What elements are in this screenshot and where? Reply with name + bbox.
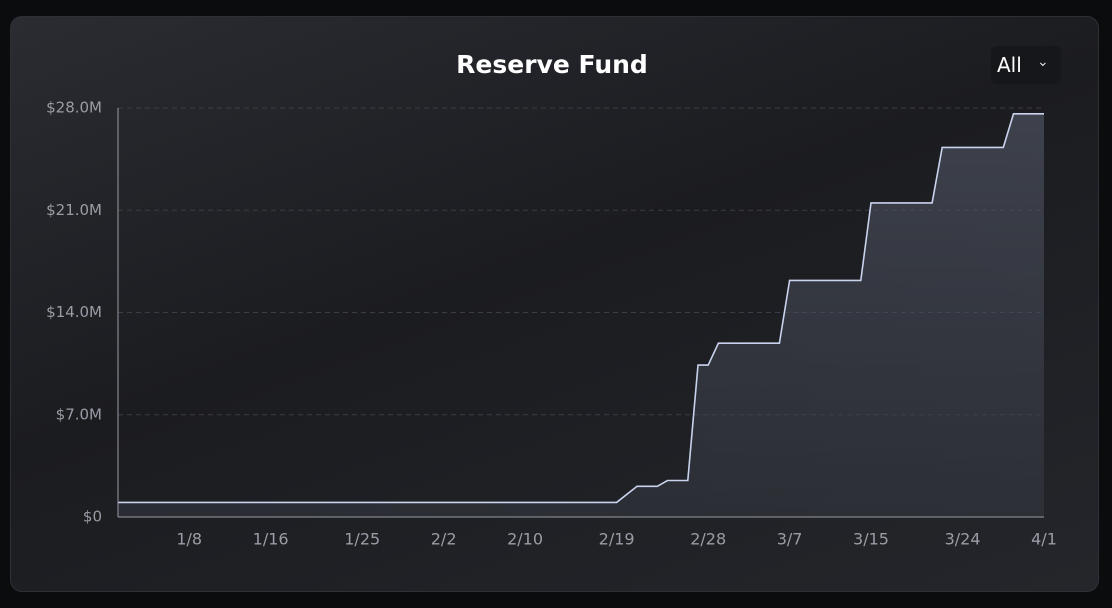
x-tick-label: 2/2: [431, 530, 457, 549]
x-tick-label: 3/15: [853, 530, 889, 549]
x-tick-label: 1/25: [344, 530, 380, 549]
x-tick-label: 2/28: [690, 530, 726, 549]
x-tick-label: 3/24: [945, 530, 981, 549]
chevron: ⌄: [1037, 54, 1049, 70]
y-tick-label: $14.0M: [46, 303, 102, 321]
x-tick-label: 2/19: [599, 530, 635, 549]
y-tick-label: $28.0M: [46, 99, 102, 117]
area-line: [118, 113, 1044, 504]
x-tick-label: 1/16: [253, 530, 289, 549]
y-tick-label: $7.0M: [56, 405, 102, 423]
x-tick-label: 2/10: [507, 530, 543, 549]
x-tick-label: 4/1: [1031, 530, 1057, 549]
area-fill: [118, 113, 1044, 518]
range-dropdown[interactable]: All ⌄: [991, 46, 1061, 84]
y-tick-label: $0: [83, 508, 102, 526]
x-tick-label: 1/8: [176, 530, 202, 549]
y-tick-label: $21.0M: [46, 201, 102, 219]
dropdown-label: All: [997, 53, 1022, 77]
x-tick-label: 3/7: [777, 530, 803, 549]
chart-title: Reserve Fund: [456, 50, 648, 79]
